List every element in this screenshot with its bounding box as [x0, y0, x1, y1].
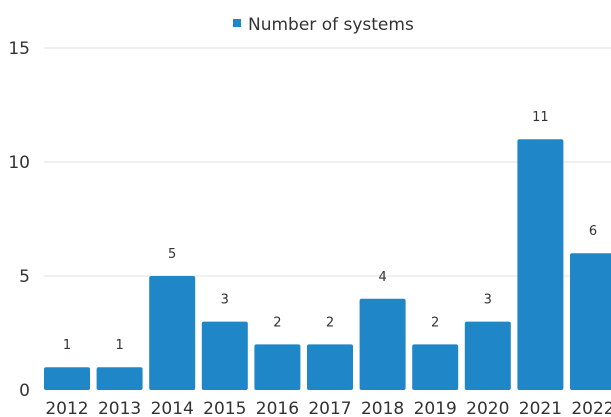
bar-2014[interactable]: [149, 276, 196, 390]
bar-2017[interactable]: [307, 344, 353, 390]
x-tick-label: 2022: [571, 399, 611, 417]
y-tick-label: 5: [19, 267, 30, 287]
x-tick-label: 2015: [203, 399, 246, 417]
x-tick-label: 2019: [414, 399, 457, 417]
data-label-2014: 5: [168, 247, 176, 262]
data-label-2018: 4: [378, 270, 386, 285]
x-tick-label: 2012: [45, 399, 88, 417]
x-tick-label: 2014: [151, 399, 194, 417]
data-label-2022: 6: [589, 224, 597, 239]
bar-2015[interactable]: [201, 321, 248, 390]
x-tick-label: 2020: [466, 399, 509, 417]
bar-2022[interactable]: [570, 253, 611, 390]
bar-2021[interactable]: [517, 139, 564, 390]
x-tick-label: 2021: [519, 399, 562, 417]
legend[interactable]: Number of systems: [233, 15, 414, 35]
x-tick-label: 2016: [256, 399, 299, 417]
data-label-2013: 1: [115, 338, 123, 353]
y-tick-label: 0: [19, 381, 30, 401]
data-label-2020: 3: [484, 293, 492, 308]
bar-2013[interactable]: [96, 367, 143, 390]
data-label-2017: 2: [326, 315, 334, 330]
data-label-2015: 3: [221, 293, 229, 308]
data-label-2012: 1: [63, 338, 71, 353]
data-label-2019: 2: [431, 315, 439, 330]
bar-2016[interactable]: [254, 344, 301, 390]
bar-2019[interactable]: [412, 344, 459, 390]
legend-label: Number of systems: [248, 15, 414, 35]
data-label-2021: 11: [532, 110, 549, 125]
x-tick-label: 2018: [361, 399, 404, 417]
bars: [44, 139, 611, 390]
bar-2020[interactable]: [464, 321, 511, 390]
grid-lines: [44, 47, 611, 277]
x-tick-label: 2013: [98, 399, 141, 417]
data-label-2016: 2: [273, 315, 281, 330]
x-axis: 2012 2013 2014 2015 2016 2017 2018 2019 2020 2021…: [45, 399, 611, 417]
bar-2012[interactable]: [44, 367, 90, 390]
x-tick-label: 2017: [308, 399, 351, 417]
y-tick-label: 10: [8, 153, 30, 173]
bar-2018[interactable]: [359, 298, 406, 390]
y-axis: 0 5 10 15: [8, 39, 30, 401]
legend-swatch: [233, 19, 241, 27]
y-tick-label: 15: [8, 39, 30, 59]
